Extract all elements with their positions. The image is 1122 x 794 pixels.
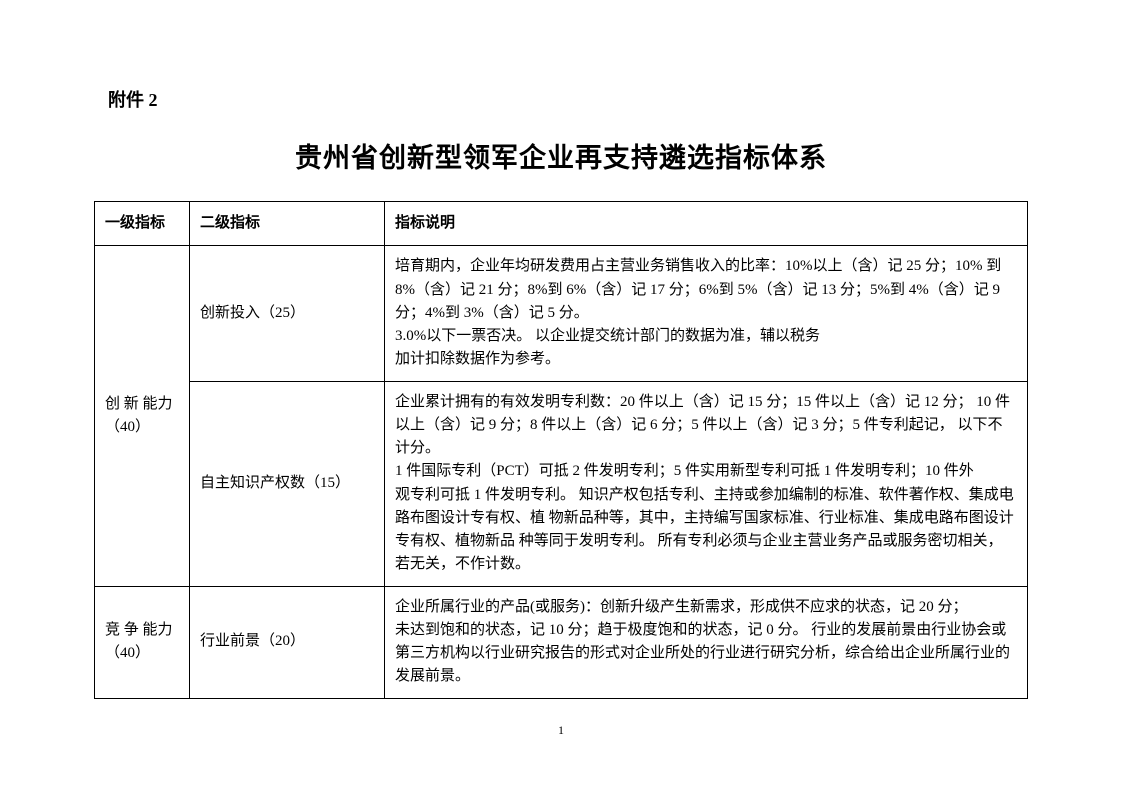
table-header-row: 一级指标 二级指标 指标说明	[95, 202, 1028, 246]
level1-cell-innovation: 创 新 能力 （40）	[95, 246, 190, 586]
page-title: 贵州省创新型领军企业再支持遴选指标体系	[94, 136, 1028, 175]
desc-cell: 培育期内，企业年均研发费用占主营业务销售收入的比率：10%以上（含）记 25 分…	[385, 246, 1028, 381]
attachment-label: 附件 2	[108, 86, 1028, 112]
level1-name: 创 新 能力	[105, 396, 173, 412]
desc-cell: 企业累计拥有的有效发明专利数：20 件以上（含）记 15 分；15 件以上（含）…	[385, 381, 1028, 586]
desc-cell: 企业所属行业的产品(或服务)：创新升级产生新需求，形成供不应求的状态，记 20 …	[385, 586, 1028, 698]
level2-cell: 行业前景（20）	[190, 586, 385, 698]
table-row: 自主知识产权数（15） 企业累计拥有的有效发明专利数：20 件以上（含）记 15…	[95, 381, 1028, 586]
indicator-table: 一级指标 二级指标 指标说明 创 新 能力 （40） 创新投入（25） 培育期内…	[94, 201, 1028, 699]
level1-score: （40）	[105, 645, 150, 661]
level2-cell: 自主知识产权数（15）	[190, 381, 385, 586]
header-col1: 一级指标	[95, 202, 190, 246]
document-page: 附件 2 贵州省创新型领军企业再支持遴选指标体系 一级指标 二级指标 指标说明 …	[0, 0, 1122, 699]
level2-cell: 创新投入（25）	[190, 246, 385, 381]
level1-score: （40）	[105, 419, 150, 435]
table-row: 创 新 能力 （40） 创新投入（25） 培育期内，企业年均研发费用占主营业务销…	[95, 246, 1028, 381]
page-number: 1	[0, 723, 1122, 738]
level1-name: 竞 争 能力	[105, 622, 173, 638]
level1-cell-competition: 竞 争 能力 （40）	[95, 586, 190, 698]
header-col3: 指标说明	[385, 202, 1028, 246]
header-col2: 二级指标	[190, 202, 385, 246]
table-row: 竞 争 能力 （40） 行业前景（20） 企业所属行业的产品(或服务)：创新升级…	[95, 586, 1028, 698]
